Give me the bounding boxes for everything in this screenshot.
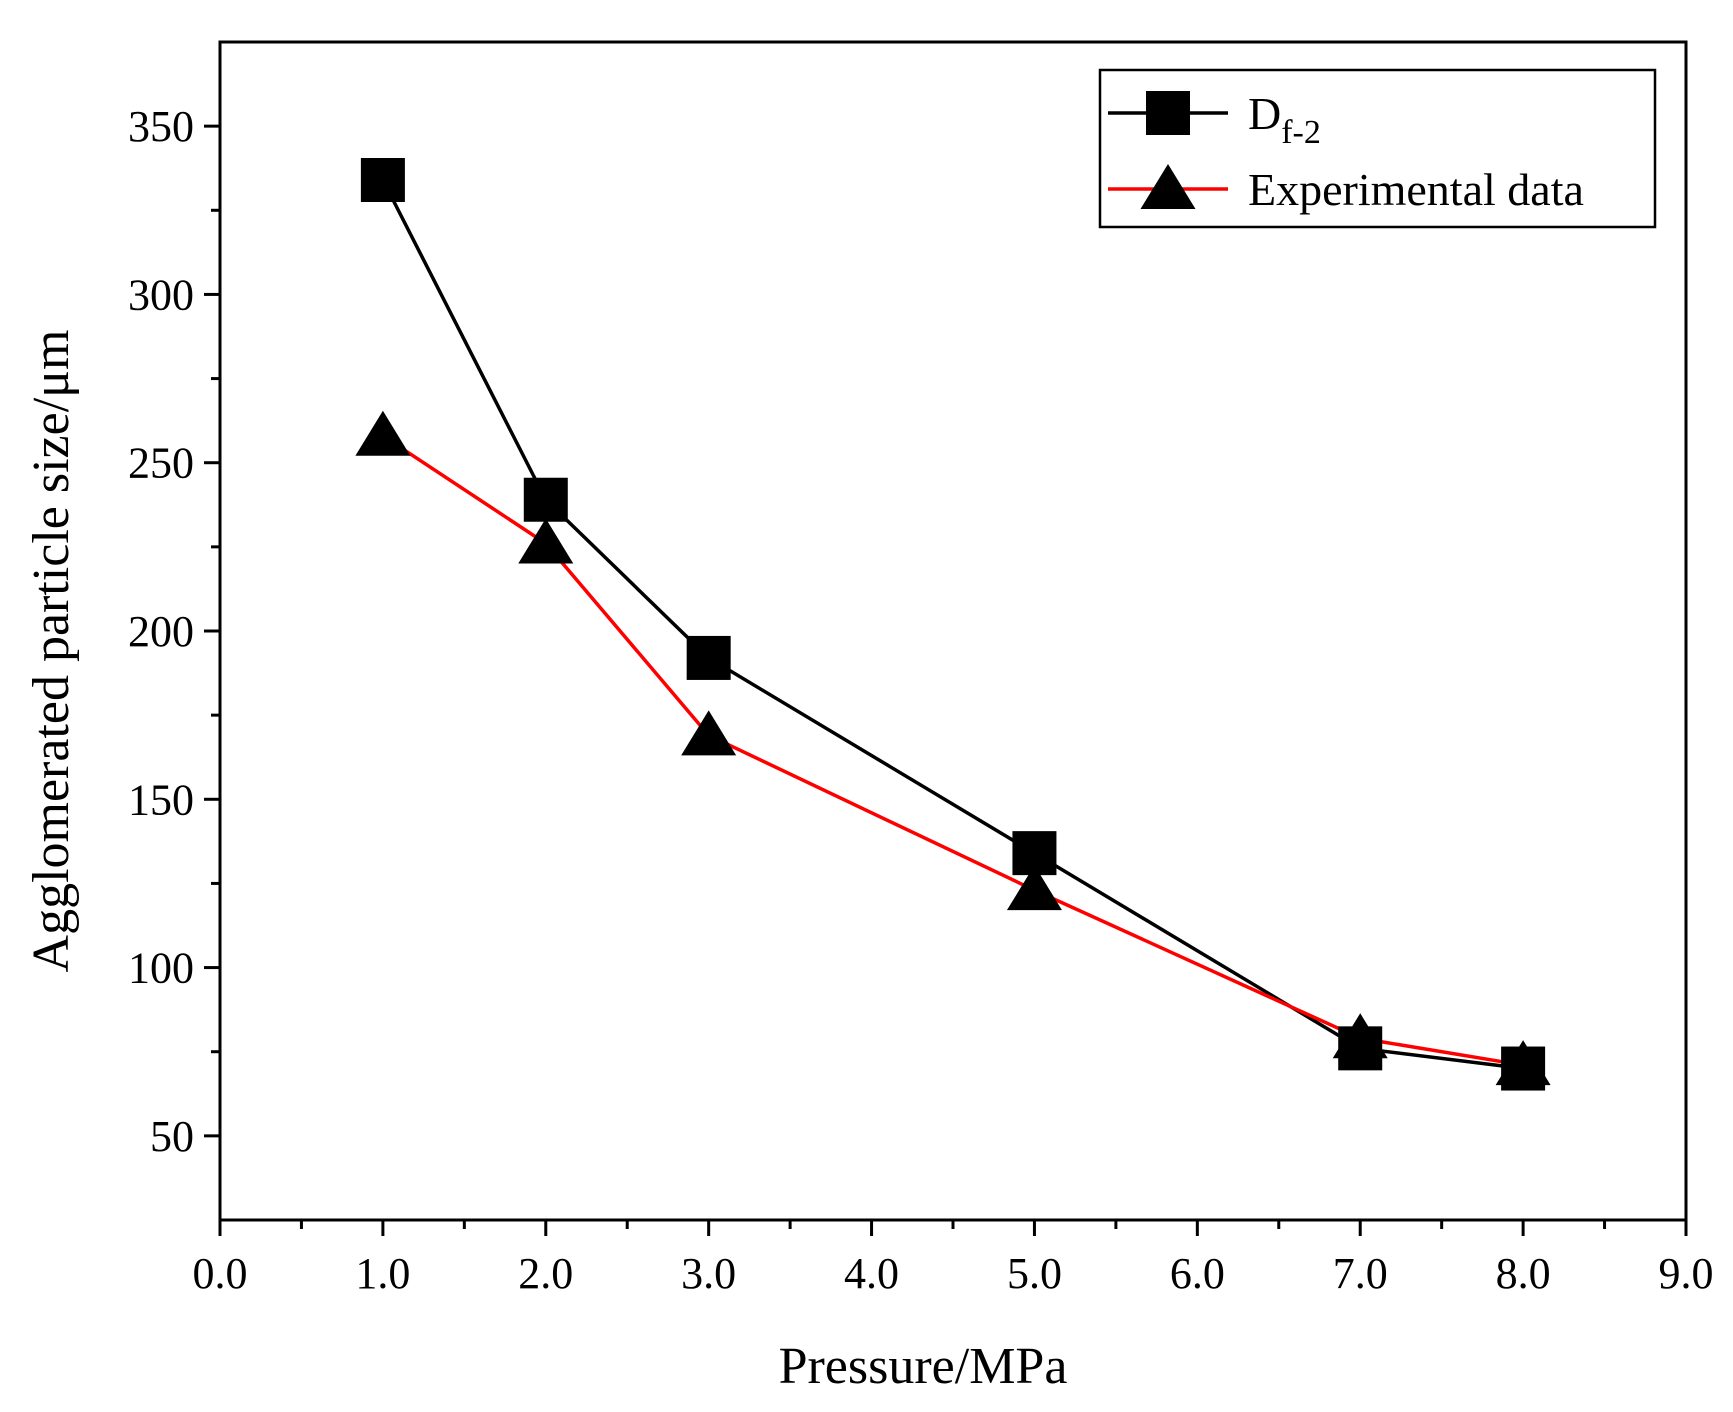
- x-tick-label: 8.0: [1496, 1249, 1551, 1298]
- x-tick-label: 4.0: [844, 1249, 899, 1298]
- y-tick-label: 350: [128, 102, 194, 151]
- marks-layer: [355, 157, 1551, 1091]
- y-tick-label: 100: [128, 944, 194, 993]
- x-tick-label: 7.0: [1333, 1249, 1388, 1298]
- x-tick-label: 1.0: [355, 1249, 410, 1298]
- legend-label-experimental: Experimental data: [1248, 164, 1584, 215]
- y-tick-label: 50: [150, 1112, 194, 1161]
- y-axis-title: Agglomerated particle size/μm: [23, 330, 80, 973]
- y-tick-label: 150: [128, 775, 194, 824]
- y-tick-label: 200: [128, 607, 194, 656]
- legend-label-subscript: f-2: [1281, 114, 1321, 151]
- legend-box: [1098, 68, 1657, 229]
- x-tick-label: 0.0: [193, 1249, 248, 1298]
- x-tick-label: 3.0: [681, 1249, 736, 1298]
- data-point-df2: [360, 157, 405, 202]
- data-point-experimental: [1495, 1040, 1551, 1086]
- data-point-experimental: [518, 518, 574, 564]
- legend-marker-experimental: [1140, 164, 1196, 209]
- y-tick-label: 300: [128, 270, 194, 319]
- data-point-df2: [523, 477, 568, 522]
- x-axis-title: Pressure/MPa: [779, 1338, 1068, 1395]
- x-tick-label: 5.0: [1007, 1249, 1062, 1298]
- x-tick-label: 2.0: [518, 1249, 573, 1298]
- series-line-experimental: [381, 434, 1524, 1067]
- data-point-experimental: [355, 410, 411, 456]
- data-point-df2: [686, 635, 731, 680]
- data-point-experimental: [1006, 865, 1062, 911]
- legend-marker-df2: [1146, 91, 1190, 135]
- series-line-df2: [381, 179, 1524, 1071]
- axes-layer: 0.0 1.0 2.0 3.0 4.0 5.0 6.0 7.0 8.0 9.0 50 100 150 20…: [23, 40, 1714, 1395]
- data-point-experimental: [681, 710, 737, 756]
- data-point-experimental: [1332, 1013, 1388, 1059]
- x-tick-label: 9.0: [1659, 1249, 1714, 1298]
- x-tick-label: 6.0: [1170, 1249, 1225, 1298]
- y-tick-label: 250: [128, 439, 194, 488]
